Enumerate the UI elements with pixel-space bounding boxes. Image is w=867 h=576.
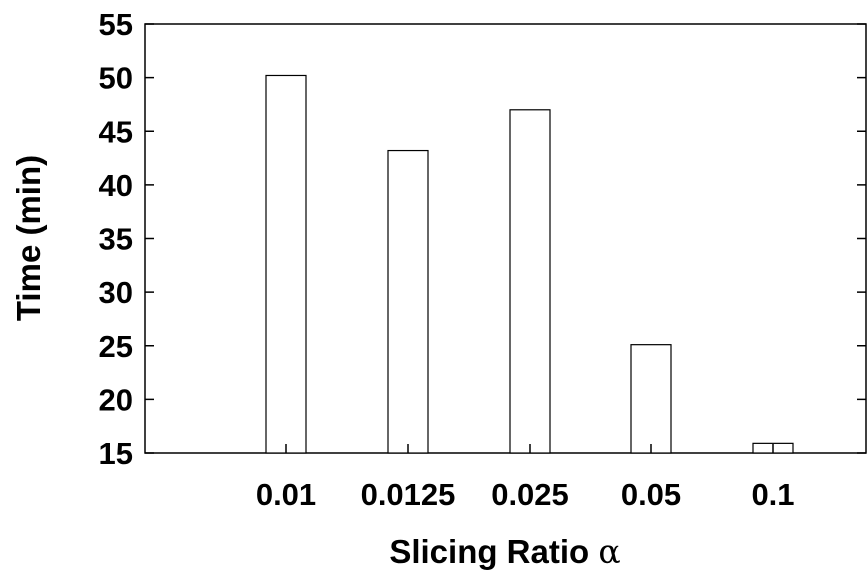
x-tick-label: 0.01 — [256, 477, 316, 512]
y-axis-title: Time (min) — [10, 155, 47, 321]
x-tick-label: 0.0125 — [361, 477, 456, 512]
x-tick-label: 0.05 — [621, 477, 681, 512]
y-tick-label: 35 — [99, 222, 133, 257]
x-axis-title-symbol: α — [598, 532, 620, 571]
y-tick-label: 30 — [99, 275, 133, 310]
x-tick-label: 0.1 — [751, 477, 794, 512]
bar — [509, 109, 551, 454]
x-tick-label: 0.025 — [491, 477, 569, 512]
y-tick-label: 25 — [99, 329, 133, 364]
plot-border — [144, 23, 867, 454]
plot-frame — [144, 23, 867, 454]
y-tick-label: 40 — [99, 168, 133, 203]
y-tick-label: 55 — [99, 7, 133, 42]
y-tick-label: 15 — [99, 436, 133, 471]
bar — [630, 344, 672, 454]
y-tick-label: 45 — [99, 114, 133, 149]
bars — [265, 74, 794, 454]
bar — [265, 74, 307, 454]
y-tick-label: 50 — [99, 61, 133, 96]
y-tick-label: 20 — [99, 382, 133, 417]
x-axis-title-text: Slicing Ratio — [389, 533, 589, 570]
bar — [387, 149, 429, 454]
x-axis-title: Slicing Ratio α — [389, 532, 620, 571]
y-axis: 15 20 25 30 35 40 45 50 55 — [99, 7, 866, 471]
x-axis: 0.01 0.0125 0.025 0.05 0.1 — [256, 444, 795, 512]
